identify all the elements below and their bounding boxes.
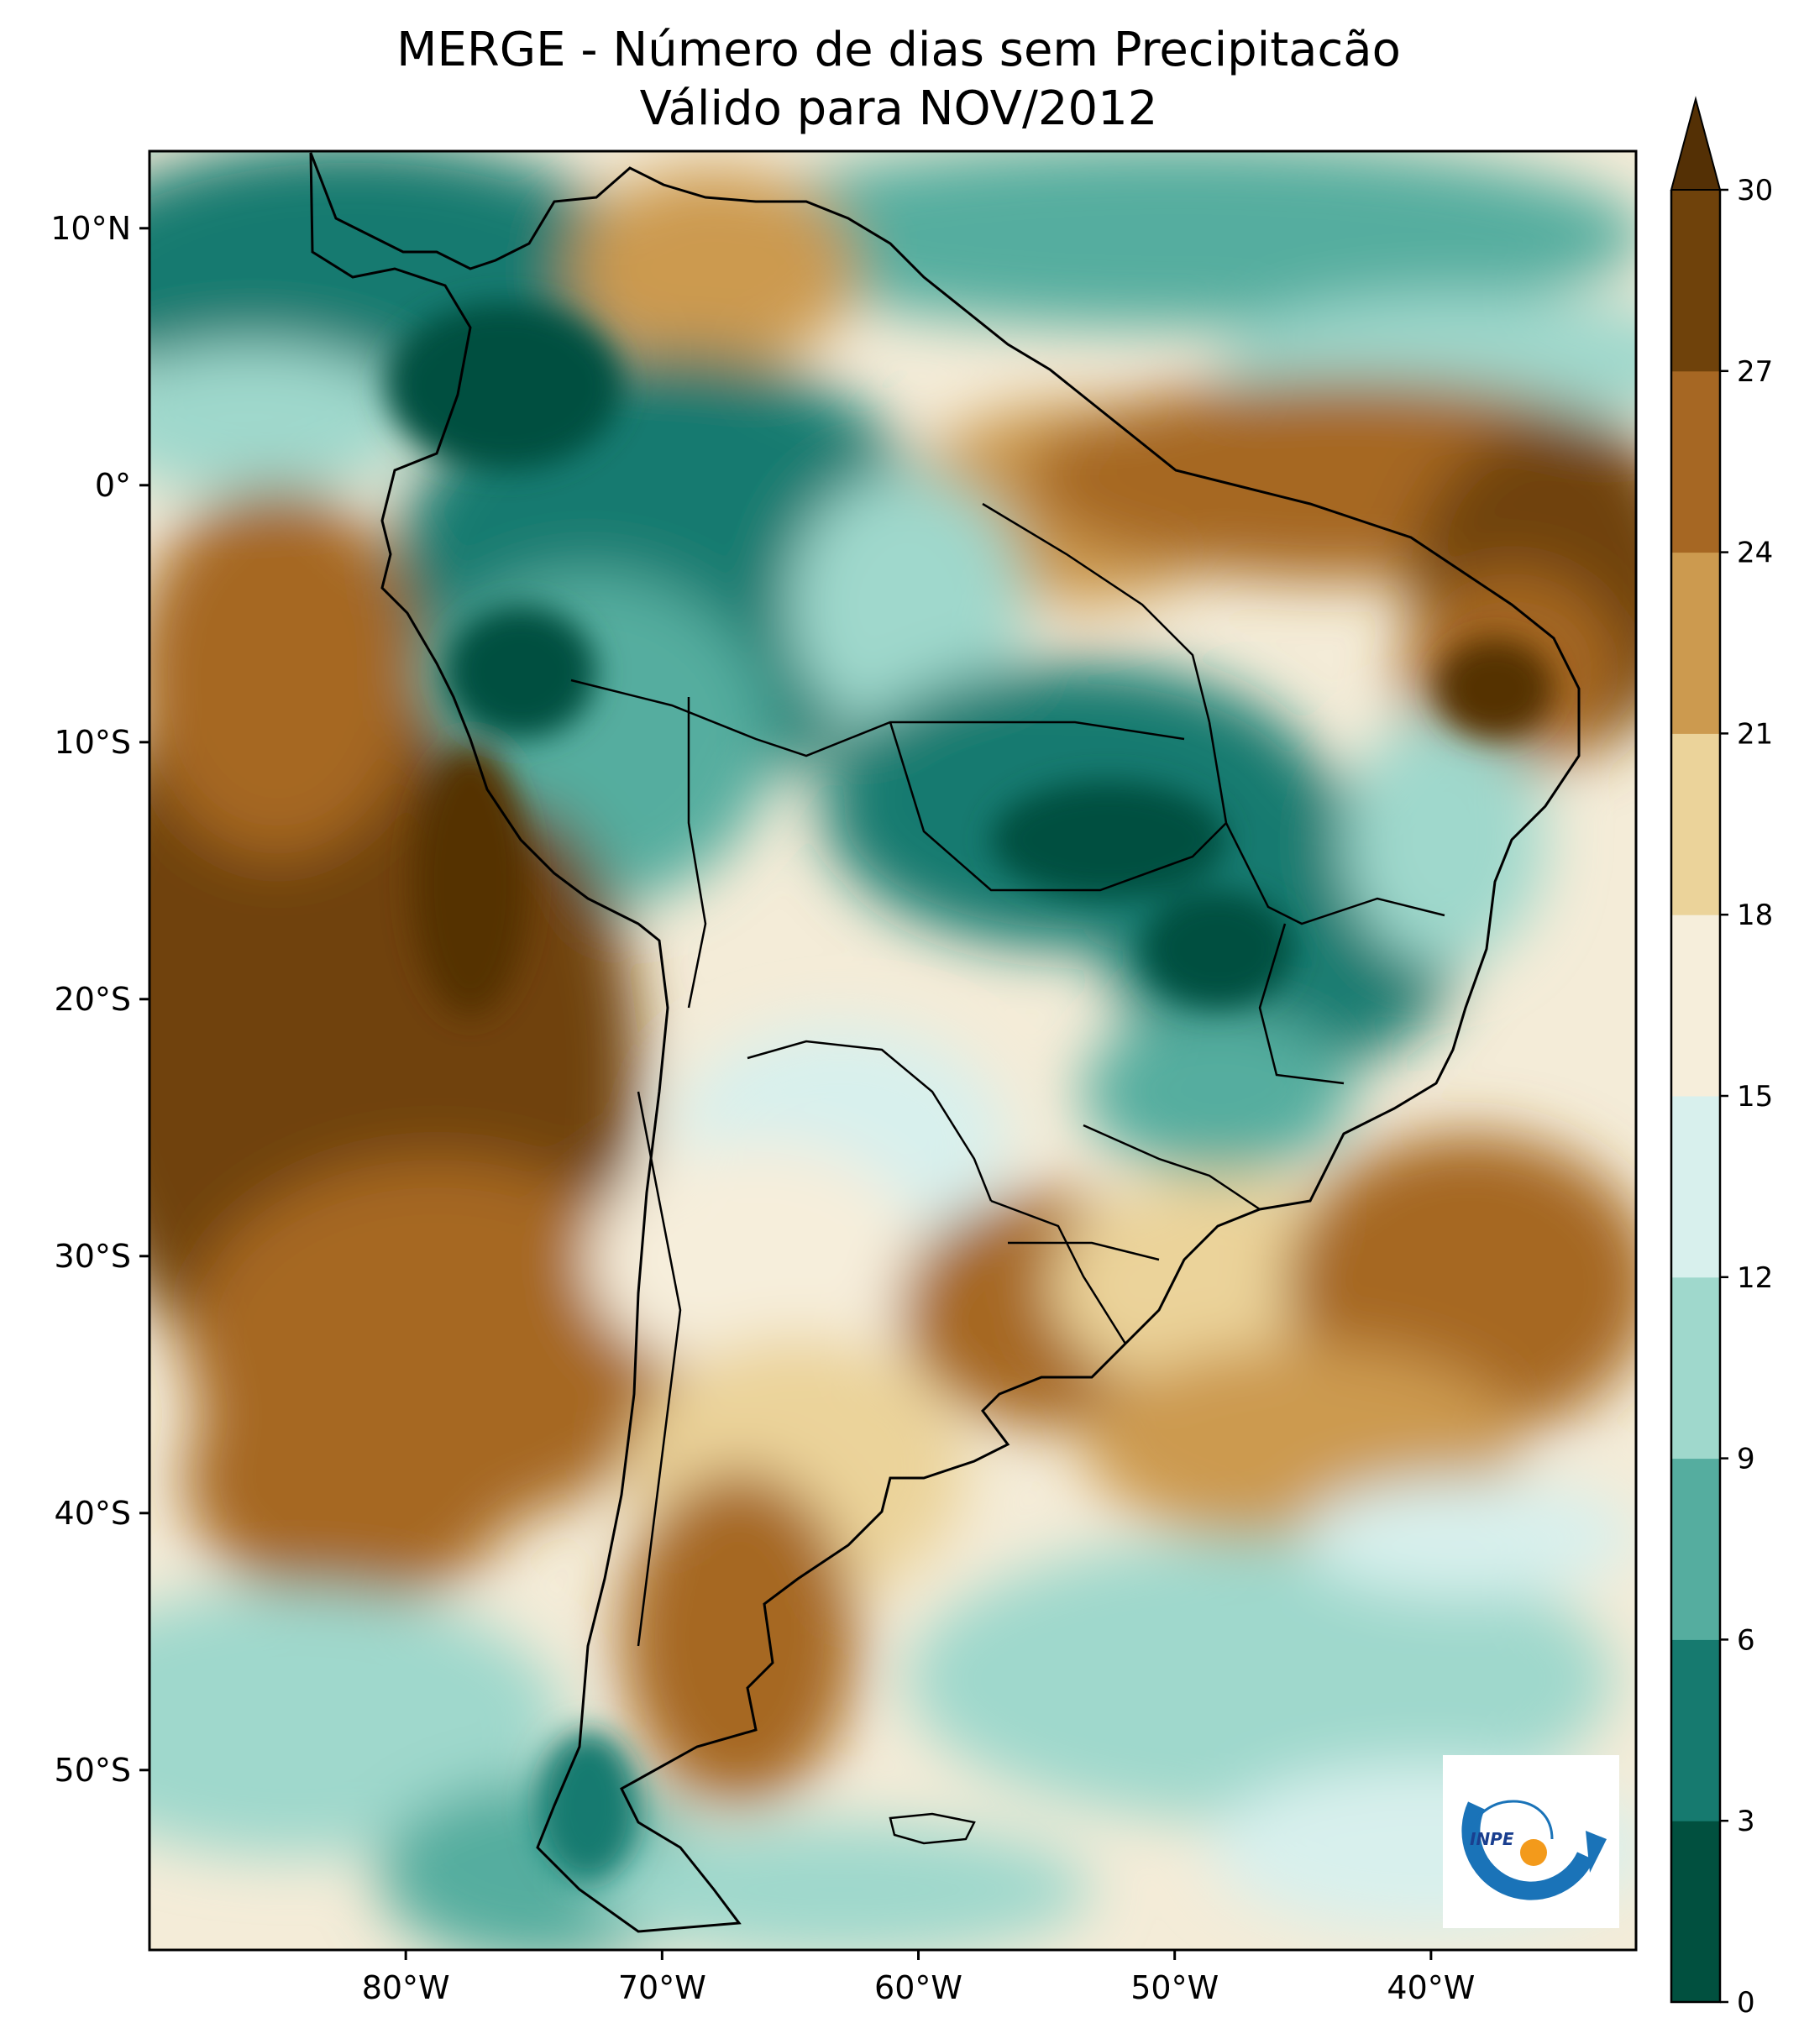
colorbar-tick-label: 0 — [1737, 1986, 1755, 2020]
coastline — [309, 152, 1581, 1933]
lat-tick-label: 20°S — [55, 981, 131, 1018]
colorbar-extend-arrow — [1670, 96, 1722, 191]
lon-tick-label: 70°W — [618, 1969, 706, 2006]
country-borders — [570, 502, 1445, 1647]
colorbar-segment — [1671, 190, 1720, 372]
precipitation-field — [149, 151, 1636, 1950]
colorbar-segment — [1671, 552, 1720, 734]
colorbar-segment — [1671, 915, 1720, 1097]
lat-tick-label: 10°S — [55, 724, 131, 761]
colorbar-tick-label: 12 — [1737, 1261, 1773, 1295]
colorbar-tick-label: 27 — [1737, 355, 1773, 389]
map-subtitle: Válido para NOV/2012 — [639, 81, 1158, 136]
colorbar: 0 3 6 9 12 15 18 21 24 27 30 — [1670, 96, 1773, 2020]
colorbar-tick-label: 9 — [1737, 1443, 1755, 1476]
lon-tick-label: 50°W — [1130, 1969, 1219, 2006]
lat-tick-label: 10°N — [50, 210, 131, 247]
inpe-logo: INPE — [1443, 1755, 1619, 1928]
lat-tick-label: 30°S — [55, 1238, 131, 1275]
map-frame — [148, 149, 1638, 1952]
longitude-axis: 80°W 70°W 60°W 50°W 40°W — [362, 1950, 1475, 2006]
falklands-outline — [889, 1812, 976, 1845]
colorbar-segment — [1671, 1276, 1720, 1460]
inpe-logo-text: INPE — [1470, 1829, 1514, 1849]
colorbar-segment — [1671, 733, 1720, 915]
colorbar-tick-label: 24 — [1737, 537, 1773, 570]
colorbar-tick-label: 15 — [1737, 1080, 1773, 1114]
colorbar-tick-label: 6 — [1737, 1623, 1755, 1657]
map-title: MERGE - Número de dias sem Precipitacão — [396, 23, 1401, 77]
lat-tick-label: 40°S — [55, 1495, 131, 1532]
lat-tick-label: 50°S — [55, 1752, 131, 1789]
colorbar-tick-label: 30 — [1737, 174, 1773, 207]
lat-tick-label: 0° — [95, 467, 131, 504]
colorbar-segment — [1671, 370, 1720, 553]
latitude-axis: 10°N 0° 10°S 20°S 30°S 40°S 50°S — [50, 210, 149, 1789]
colorbar-segment — [1671, 1821, 1720, 2003]
lon-tick-label: 80°W — [362, 1969, 450, 2006]
lon-tick-label: 60°W — [874, 1969, 962, 2006]
colorbar-segment — [1671, 1458, 1720, 1640]
colorbar-segment — [1671, 1639, 1720, 1821]
colorbar-tick-label: 21 — [1737, 717, 1773, 751]
colorbar-segment — [1671, 1096, 1720, 1278]
colorbar-tick-label: 3 — [1737, 1805, 1755, 1838]
lon-tick-label: 40°W — [1387, 1969, 1475, 2006]
colorbar-tick-label: 18 — [1737, 899, 1773, 932]
